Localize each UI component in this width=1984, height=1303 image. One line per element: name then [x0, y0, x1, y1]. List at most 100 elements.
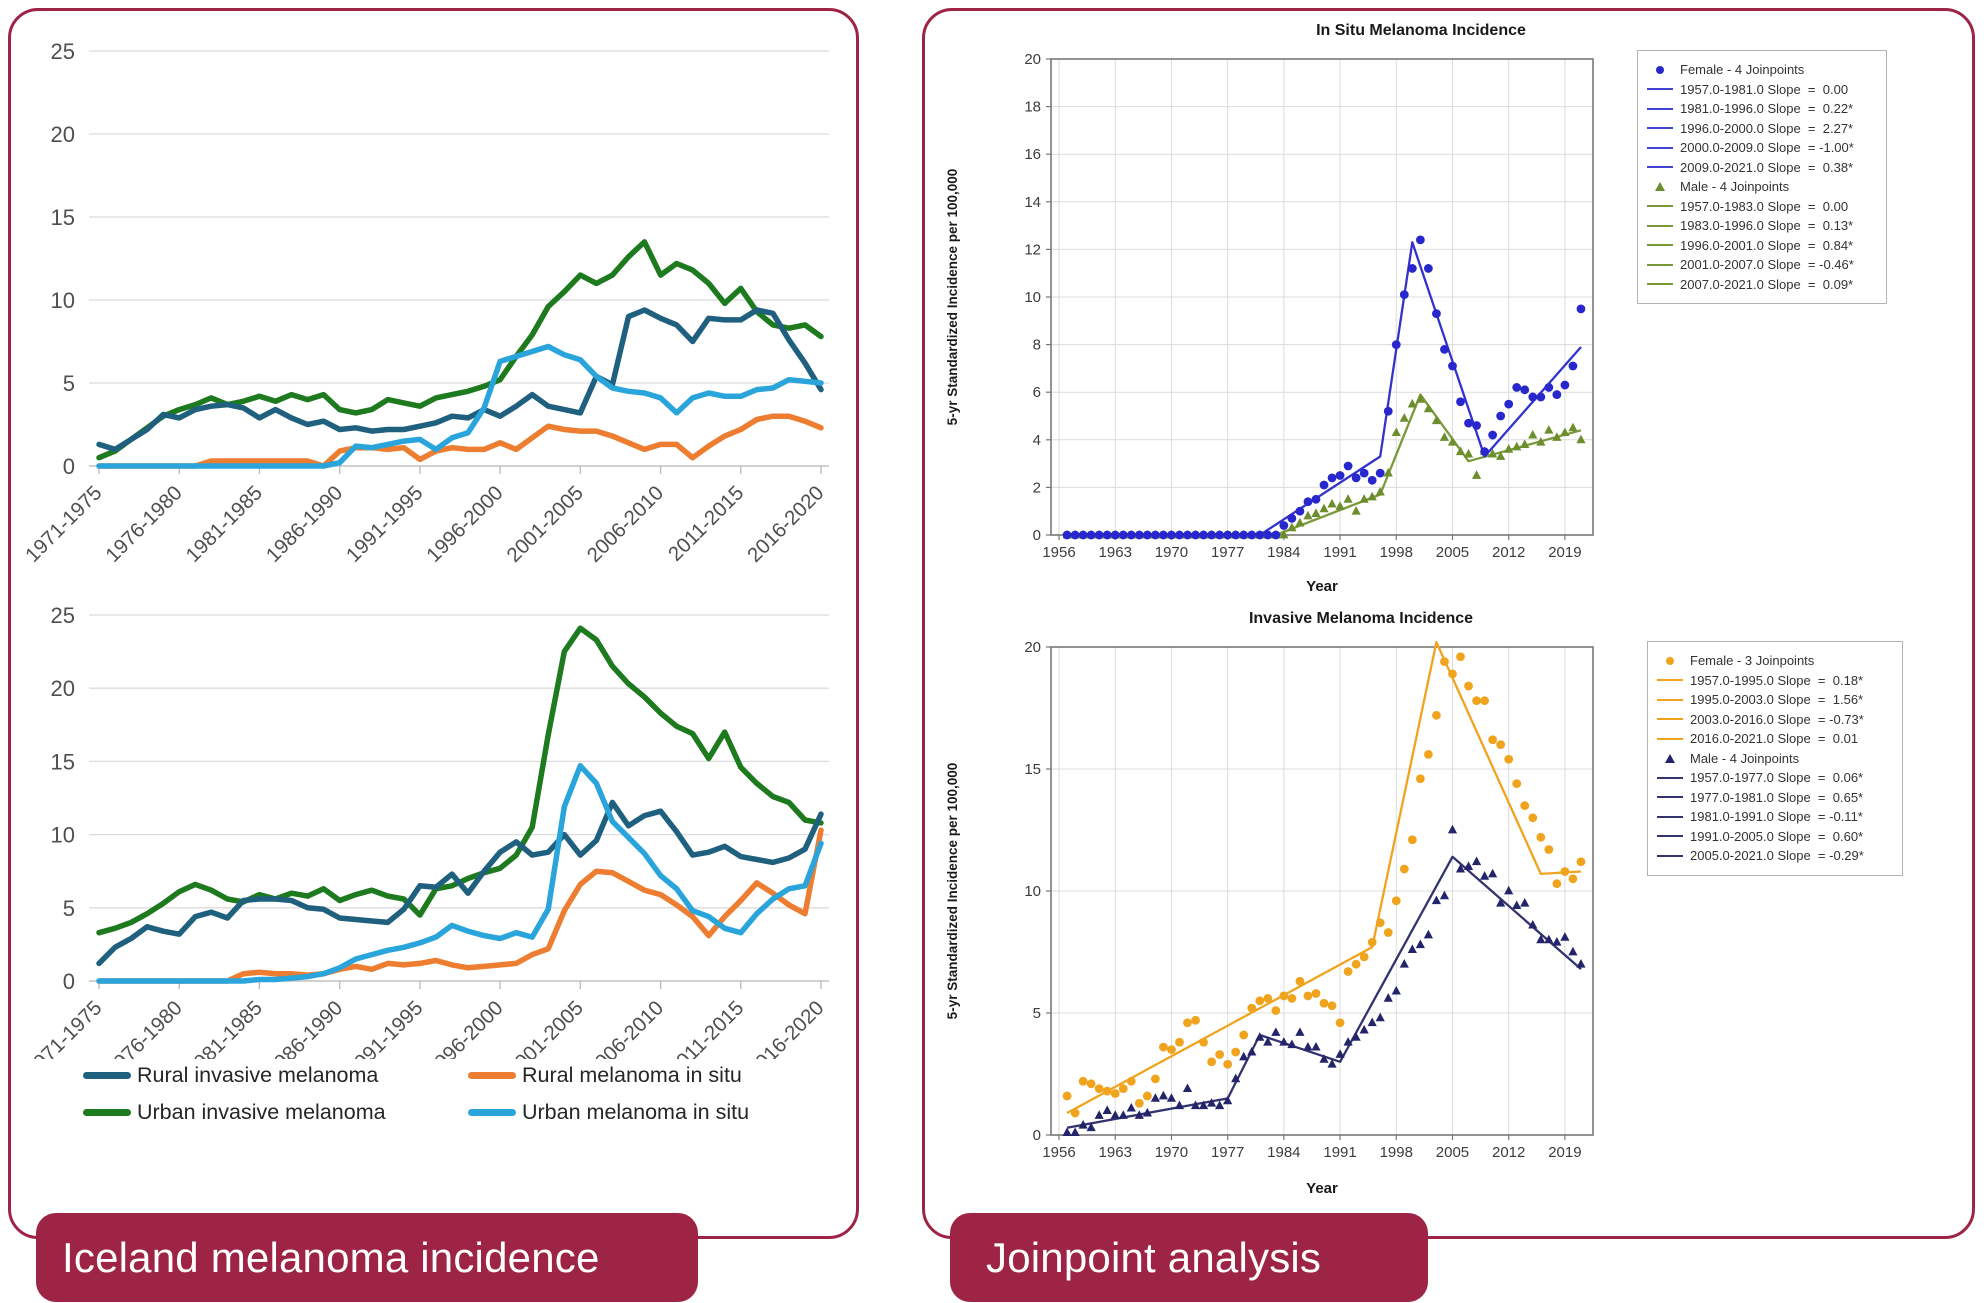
svg-text:25: 25: [51, 39, 75, 64]
line-swatch-icon: [1650, 776, 1690, 779]
legend-entry: Female - 3 Joinpoints: [1650, 651, 1894, 671]
legend-entry-text: 1957.0-1977.0 Slope = 0.06*: [1690, 770, 1864, 786]
svg-text:Year: Year: [1306, 1180, 1338, 1197]
svg-text:2011-2015: 2011-2015: [664, 481, 749, 566]
svg-text:20: 20: [51, 122, 75, 147]
line-swatch-icon: [1650, 679, 1690, 682]
line-swatch-icon: [1650, 815, 1690, 818]
svg-text:5: 5: [1033, 1005, 1041, 1022]
svg-text:5-yr Standardized Incidence pe: 5-yr Standardized Incidence per 100,000: [945, 169, 960, 426]
line-swatch-icon: [1650, 718, 1690, 721]
svg-text:1956: 1956: [1042, 1144, 1075, 1161]
svg-text:15: 15: [51, 749, 75, 774]
svg-text:1976-1980: 1976-1980: [101, 996, 187, 1059]
legend-entry: 2016.0-2021.0 Slope = 0.01: [1650, 729, 1894, 749]
legend-entry-text: 1996.0-2001.0 Slope = 0.84*: [1680, 237, 1854, 253]
legend-entry: 1957.0-1981.0 Slope = 0.00: [1640, 80, 1878, 100]
joinpoint-badge: Joinpoint analysis: [950, 1213, 1428, 1302]
svg-text:1976-1980: 1976-1980: [101, 481, 187, 567]
legend-entry-text: 1957.0-1981.0 Slope = 0.00: [1680, 81, 1849, 97]
iceland-panel: 0 5 10 15 20 25 1971-1975 1976-1980 1981-1985 198…: [8, 8, 859, 1239]
triangle-swatch-icon: [1640, 182, 1680, 192]
line-swatch-icon: [1640, 88, 1680, 91]
svg-text:1996-2000: 1996-2000: [422, 996, 508, 1059]
svg-text:1963: 1963: [1099, 1144, 1132, 1161]
svg-text:1991: 1991: [1323, 544, 1356, 561]
svg-text:0: 0: [63, 454, 75, 479]
insitu-joinpoint-chart: 1956 1963 1970 1977 1984 1991 1998 2005 2012 2019…: [945, 22, 1594, 595]
legend-entry: 2009.0-2021.0 Slope = 0.38*: [1640, 158, 1878, 178]
legend-item-rural-insitu: Rural melanoma in situ: [468, 1063, 823, 1088]
line-swatch-icon: [1640, 127, 1680, 130]
iceland-badge: Iceland melanoma incidence: [36, 1213, 698, 1302]
svg-text:2019: 2019: [1548, 1144, 1581, 1161]
legend-entry: 1957.0-1983.0 Slope = 0.00: [1640, 197, 1878, 217]
legend-entry-text: 1996.0-2000.0 Slope = 2.27*: [1680, 120, 1854, 136]
line-swatch-icon: [1640, 166, 1680, 169]
svg-text:1986-1990: 1986-1990: [262, 996, 348, 1059]
svg-text:1996-2000: 1996-2000: [422, 481, 508, 567]
svg-text:Invasive Melanoma Incidence: Invasive Melanoma Incidence: [1249, 610, 1473, 627]
legend-item-rural-invasive: Rural invasive melanoma: [83, 1063, 468, 1088]
line-swatch-icon: [1650, 737, 1690, 740]
iceland-badge-label: Iceland melanoma incidence: [62, 1233, 600, 1281]
svg-text:2005: 2005: [1436, 544, 1469, 561]
svg-text:0: 0: [1033, 527, 1041, 544]
svg-text:18: 18: [1024, 99, 1041, 116]
legend-entry: 1957.0-1995.0 Slope = 0.18*: [1650, 671, 1894, 691]
legend-entry: 2007.0-2021.0 Slope = 0.09*: [1640, 275, 1878, 295]
legend-entry-text: 2016.0-2021.0 Slope = 0.01: [1690, 731, 1859, 747]
legend-label: Urban invasive melanoma: [137, 1100, 386, 1124]
legend-entry: 2001.0-2007.0 Slope = -0.46*: [1640, 255, 1878, 275]
svg-text:0: 0: [63, 969, 75, 994]
svg-text:10: 10: [51, 823, 75, 848]
legend-entry-text: 2001.0-2007.0 Slope = -0.46*: [1680, 257, 1854, 273]
legend-entry-text: 2009.0-2021.0 Slope = 0.38*: [1680, 159, 1854, 175]
svg-text:2006-2010: 2006-2010: [582, 996, 668, 1059]
legend-entry: Male - 4 Joinpoints: [1650, 749, 1894, 769]
svg-text:16: 16: [1024, 146, 1041, 163]
svg-text:4: 4: [1033, 432, 1041, 449]
insitu-legend: Female - 4 Joinpoints 1957.0-1981.0 Slope…: [1637, 50, 1887, 304]
svg-text:1970: 1970: [1155, 544, 1188, 561]
legend-entry: 2005.0-2021.0 Slope = -0.29*: [1650, 846, 1894, 866]
legend-entry-text: 1981.0-1996.0 Slope = 0.22*: [1680, 101, 1854, 117]
svg-text:2016-2020: 2016-2020: [743, 996, 829, 1059]
svg-text:1970: 1970: [1155, 1144, 1188, 1161]
line-swatch-icon: [1640, 205, 1680, 208]
svg-text:1977: 1977: [1211, 1144, 1244, 1161]
svg-text:5: 5: [63, 896, 75, 921]
svg-text:15: 15: [1024, 761, 1041, 778]
urban-insitu-swatch: [468, 1109, 516, 1116]
legend-entry: 1977.0-1981.0 Slope = 0.65*: [1650, 788, 1894, 808]
svg-text:1971-1975: 1971-1975: [23, 481, 107, 567]
iceland-top-chart: 0 5 10 15 20 25 1971-19751976-19801981-1985198…: [23, 39, 829, 567]
invasive-joinpoint-chart: 1956 1963 1970 1977 1984 1991 1998 2005 2012 2019…: [945, 610, 1594, 1197]
legend-entry: 2003.0-2016.0 Slope = -0.73*: [1650, 710, 1894, 730]
svg-text:2: 2: [1033, 479, 1041, 496]
legend-entry: Female - 4 Joinpoints: [1640, 60, 1878, 80]
legend-entry: 2000.0-2009.0 Slope = -1.00*: [1640, 138, 1878, 158]
svg-text:1991-1995: 1991-1995: [342, 996, 428, 1059]
legend-entry: 1957.0-1977.0 Slope = 0.06*: [1650, 768, 1894, 788]
svg-text:20: 20: [1024, 51, 1041, 68]
legend-entry-text: Female - 4 Joinpoints: [1680, 62, 1805, 78]
svg-text:1991: 1991: [1323, 1144, 1356, 1161]
legend-entry: 1981.0-1991.0 Slope = -0.11*: [1650, 807, 1894, 827]
legend-entry: 1991.0-2005.0 Slope = 0.60*: [1650, 827, 1894, 847]
legend-entry-text: 2005.0-2021.0 Slope = -0.29*: [1690, 848, 1864, 864]
svg-text:14: 14: [1024, 194, 1041, 211]
legend-entry-text: 1981.0-1991.0 Slope = -0.11*: [1690, 809, 1863, 825]
rural-insitu-swatch: [468, 1072, 516, 1079]
legend-entry: Male - 4 Joinpoints: [1640, 177, 1878, 197]
svg-text:1981-1985: 1981-1985: [181, 996, 267, 1059]
rural-invasive-swatch: [83, 1072, 131, 1079]
legend-entry-text: 2000.0-2009.0 Slope = -1.00*: [1680, 140, 1854, 156]
iceland-bottom-chart: 0 5 10 15 20 25 1971-19751976-19801981-1985198…: [23, 603, 829, 1059]
line-swatch-icon: [1640, 283, 1680, 286]
legend-entry-text: 1983.0-1996.0 Slope = 0.13*: [1680, 218, 1854, 234]
svg-text:12: 12: [1024, 241, 1041, 258]
legend-entry-text: Male - 4 Joinpoints: [1680, 179, 1790, 195]
line-swatch-icon: [1640, 244, 1680, 247]
